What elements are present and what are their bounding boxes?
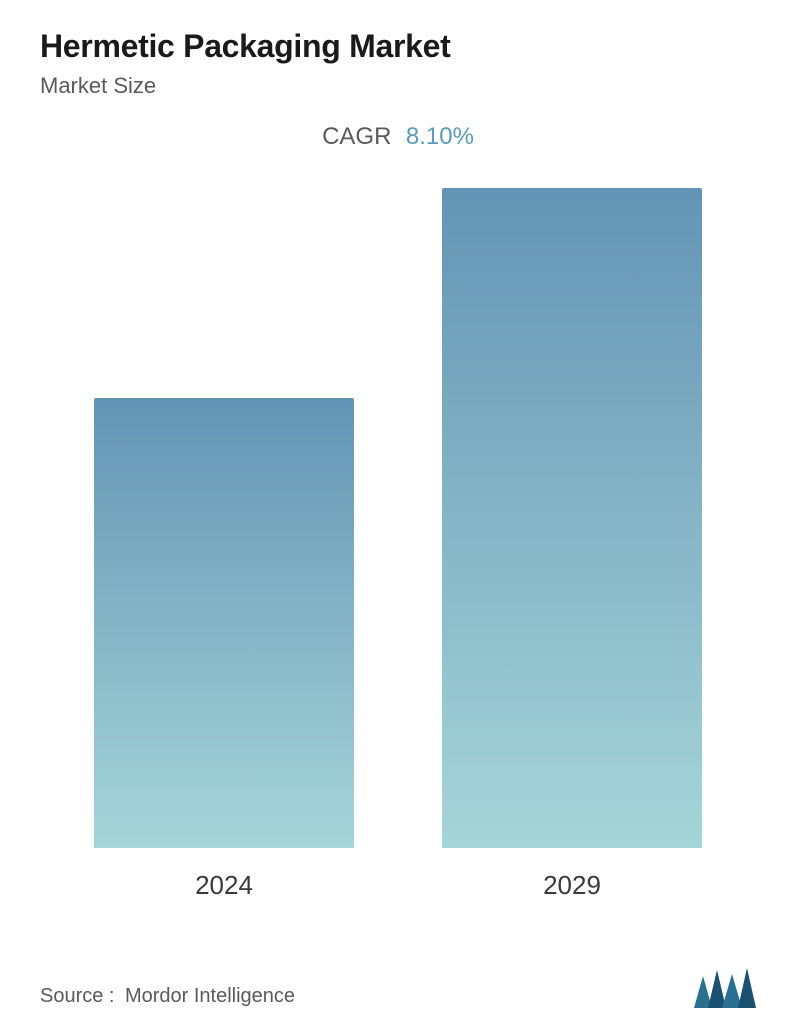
bar-group-2024: 2024 — [67, 398, 380, 901]
chart-title: Hermetic Packaging Market — [40, 28, 756, 65]
bar-2024 — [94, 398, 354, 848]
bar-chart: 2024 2029 — [40, 211, 756, 901]
x-label-2024: 2024 — [195, 870, 253, 901]
source-text: Source : Mordor Intelligence — [40, 985, 295, 1008]
cagr-row: CAGR 8.10% — [40, 123, 756, 151]
x-label-2029: 2029 — [543, 870, 601, 901]
source-label: Source : — [40, 985, 114, 1007]
chart-subtitle: Market Size — [40, 73, 756, 99]
bar-2029 — [442, 188, 702, 848]
chart-footer: Source : Mordor Intelligence — [40, 968, 756, 1008]
mordor-logo-icon — [694, 968, 756, 1008]
source-name: Mordor Intelligence — [125, 985, 295, 1007]
bar-group-2029: 2029 — [415, 188, 728, 901]
cagr-value: 8.10% — [406, 123, 474, 150]
cagr-label: CAGR — [322, 123, 391, 150]
